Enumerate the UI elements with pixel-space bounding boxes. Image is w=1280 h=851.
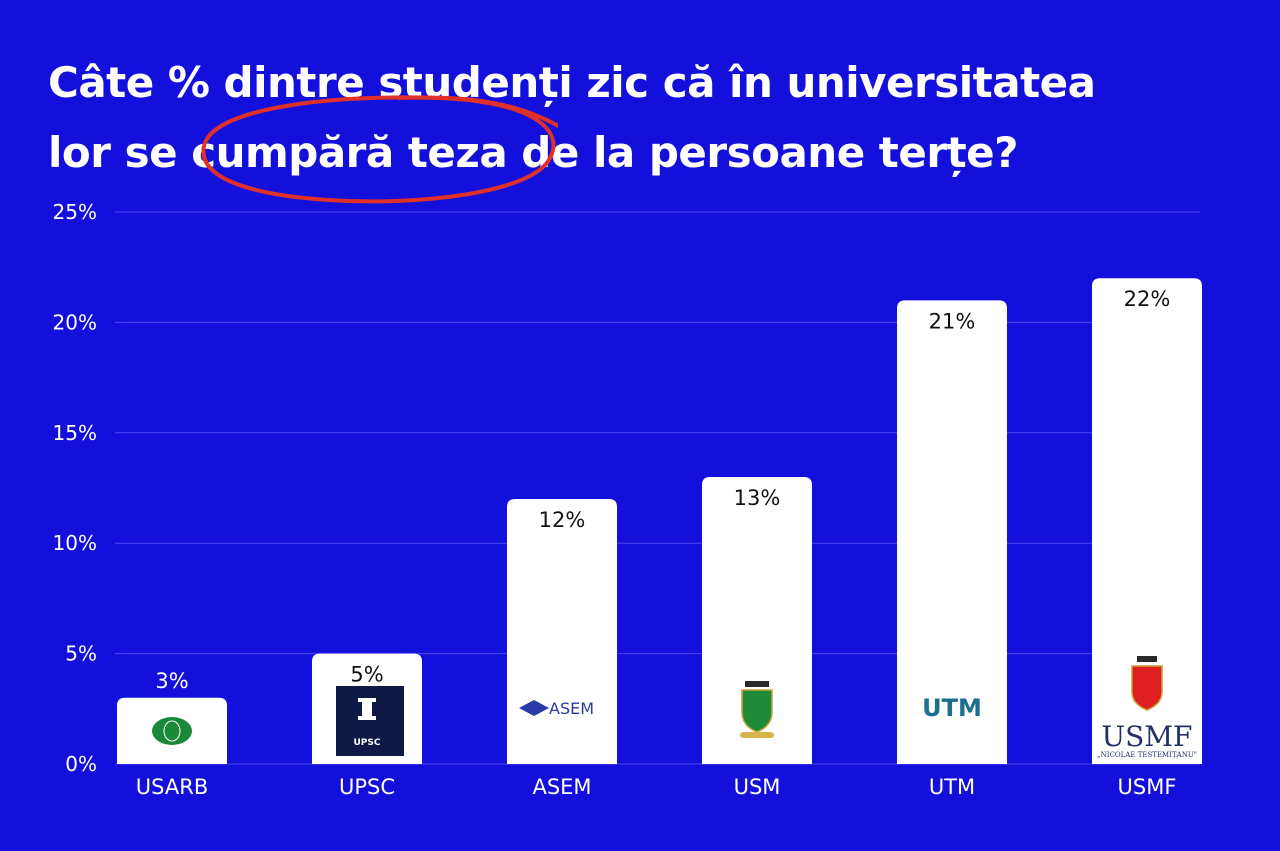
crest-icon: [1131, 665, 1163, 711]
bar: [507, 499, 617, 764]
logo-text: UPSC: [354, 738, 381, 748]
bar: [1092, 278, 1202, 764]
bar-group-utm: 21% UTM UTM: [897, 300, 1007, 799]
y-tick-label: 0%: [65, 752, 97, 776]
data-label: 3%: [155, 669, 188, 693]
bar-group-usarb: 3% USARB: [117, 669, 227, 799]
usarb-logo: [152, 717, 192, 745]
cap-icon: [745, 681, 769, 687]
shield-icon: [358, 698, 376, 720]
y-tick-label: 10%: [53, 531, 97, 555]
y-tick-label: 25%: [53, 200, 97, 224]
logo-text: UTM: [922, 694, 982, 722]
logo-text: ASEM: [549, 699, 594, 718]
data-label: 13%: [734, 486, 781, 510]
data-label: 5%: [350, 663, 383, 687]
utm-logo: UTM: [922, 694, 982, 722]
x-tick-label: ASEM: [532, 775, 591, 799]
cap-icon: [1137, 656, 1157, 662]
bar: [702, 476, 812, 764]
logo-text: USMF: [1102, 720, 1193, 753]
y-tick-label: 5%: [65, 642, 97, 666]
bar-group-upsc: 5% UPSC UPSC: [312, 653, 422, 799]
x-tick-label: USMF: [1118, 775, 1177, 799]
y-tick-label: 20%: [53, 310, 97, 334]
crest-icon: [741, 689, 773, 733]
y-tick-label: 15%: [53, 421, 97, 445]
data-label: 22%: [1124, 287, 1171, 311]
x-tick-label: UPSC: [339, 775, 395, 799]
ribbon-icon: [740, 732, 774, 738]
x-tick-label: UTM: [929, 775, 975, 799]
asem-logo: ASEM: [519, 699, 594, 718]
emblem-icon: [163, 720, 181, 742]
bar: [897, 300, 1007, 764]
x-tick-label: USM: [734, 775, 781, 799]
logo-subtext: „NICOLAE TESTEMIȚANU": [1097, 751, 1197, 759]
globe-icon: [152, 717, 192, 745]
data-label: 21%: [929, 309, 976, 333]
x-tick-label: USARB: [136, 775, 208, 799]
bar-group-asem: 12% ASEM ASEM: [507, 499, 617, 799]
data-label: 12%: [539, 508, 586, 532]
logo-background: [336, 686, 404, 756]
upsc-logo: UPSC: [336, 686, 404, 756]
usmf-logo: USMF„NICOLAE TESTEMIȚANU": [1097, 656, 1197, 759]
usm-logo: [740, 681, 774, 738]
bar-group-usm: 13% USM: [702, 476, 812, 799]
diamond-icon: [519, 700, 549, 716]
